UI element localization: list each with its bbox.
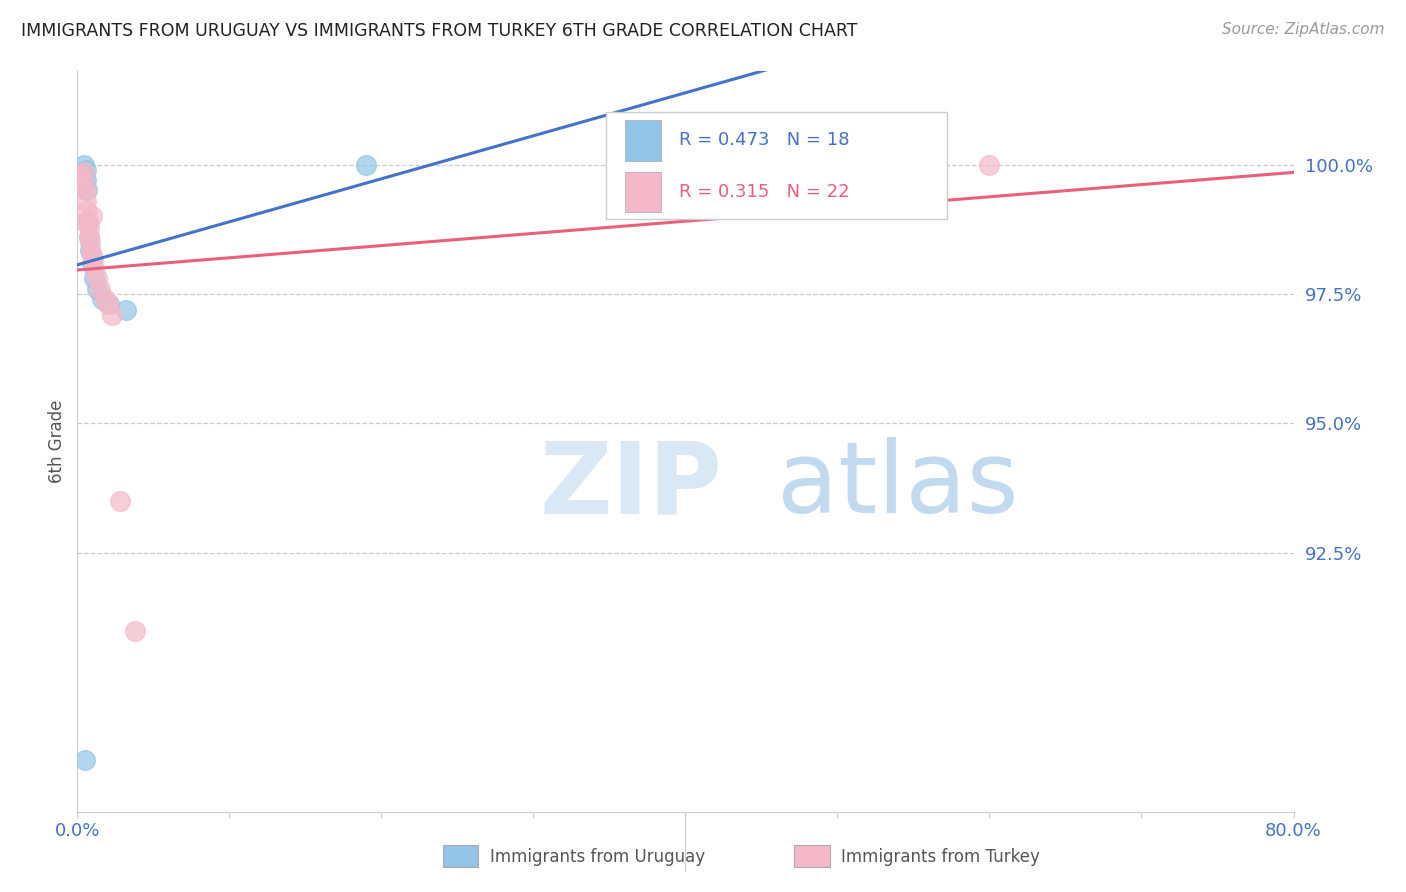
Point xyxy=(75,183,97,197)
Point xyxy=(97,297,120,311)
FancyBboxPatch shape xyxy=(624,120,661,161)
Point xyxy=(77,230,100,244)
Point xyxy=(75,173,97,187)
Text: IMMIGRANTS FROM URUGUAY VS IMMIGRANTS FROM TURKEY 6TH GRADE CORRELATION CHART: IMMIGRANTS FROM URUGUAY VS IMMIGRANTS FR… xyxy=(21,22,858,40)
Point xyxy=(80,210,103,224)
Point xyxy=(73,157,96,171)
Point xyxy=(69,178,91,193)
Point xyxy=(73,753,96,767)
Point xyxy=(79,243,101,257)
Point xyxy=(70,165,93,179)
Point xyxy=(101,308,124,322)
Point xyxy=(93,292,115,306)
Point xyxy=(75,162,97,177)
Point xyxy=(76,183,98,197)
Point xyxy=(79,235,101,250)
Point xyxy=(89,282,111,296)
Point xyxy=(124,624,146,638)
Point xyxy=(73,165,96,179)
Text: R = 0.315   N = 22: R = 0.315 N = 22 xyxy=(679,183,851,201)
Point xyxy=(83,271,105,285)
Point xyxy=(72,176,94,190)
Point xyxy=(82,251,104,265)
Point xyxy=(979,157,1001,171)
Point xyxy=(80,256,103,270)
Point xyxy=(76,204,98,219)
Point xyxy=(72,170,94,185)
Point xyxy=(115,302,138,317)
FancyBboxPatch shape xyxy=(606,112,946,219)
Point xyxy=(73,214,96,228)
Point xyxy=(79,230,101,244)
Point xyxy=(354,157,377,171)
Text: Immigrants from Turkey: Immigrants from Turkey xyxy=(841,848,1040,866)
Point xyxy=(90,292,112,306)
Text: Immigrants from Uruguay: Immigrants from Uruguay xyxy=(489,848,704,866)
Text: ZIP: ZIP xyxy=(540,437,723,534)
Y-axis label: 6th Grade: 6th Grade xyxy=(48,400,66,483)
Text: atlas: atlas xyxy=(776,437,1018,534)
Point xyxy=(80,245,103,260)
Point xyxy=(69,168,91,182)
Text: R = 0.473   N = 18: R = 0.473 N = 18 xyxy=(679,131,849,149)
FancyBboxPatch shape xyxy=(624,171,661,212)
Point xyxy=(77,214,100,228)
Point xyxy=(108,494,131,508)
Point xyxy=(83,261,105,276)
Point xyxy=(98,297,121,311)
Point xyxy=(86,271,108,285)
Text: Source: ZipAtlas.com: Source: ZipAtlas.com xyxy=(1222,22,1385,37)
Point xyxy=(86,282,108,296)
Point xyxy=(77,219,100,234)
Point xyxy=(75,194,97,208)
